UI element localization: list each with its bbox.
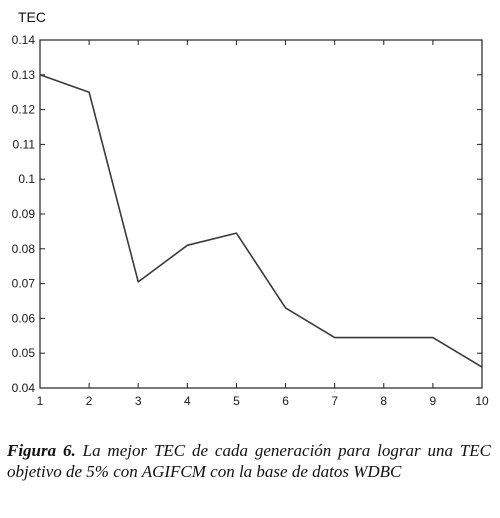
- x-tick-label: 6: [282, 394, 289, 408]
- y-tick-label: 0.05: [12, 346, 36, 360]
- y-tick-label: 0.07: [12, 277, 36, 291]
- x-tick-label: 3: [135, 394, 142, 408]
- y-tick-label: 0.12: [12, 103, 36, 117]
- caption-text: La mejor TEC de cada generación para log…: [7, 441, 491, 481]
- y-tick-label: 0.1: [18, 172, 35, 186]
- x-tick-label: 5: [233, 394, 240, 408]
- x-tick-label: 9: [430, 394, 437, 408]
- y-tick-label: 0.06: [12, 311, 36, 325]
- y-tick-label: 0.09: [12, 207, 36, 221]
- y-tick-label: 0.04: [12, 381, 36, 395]
- x-tick-label: 4: [184, 394, 191, 408]
- x-tick-label: 10: [475, 394, 489, 408]
- figure-caption: Figura 6. La mejor TEC de cada generació…: [7, 440, 491, 482]
- caption-label: Figura 6.: [7, 441, 76, 460]
- x-tick-label: 7: [331, 394, 338, 408]
- tec-line-chart: 0.04 0.05 0.06 0.07 0.08 0.09 0.1 0.11 0.12 0.13 0…: [12, 9, 489, 408]
- y-tick-label: 0.14: [12, 33, 36, 47]
- plot-frame: [39, 39, 483, 389]
- x-tick-label: 2: [86, 394, 93, 408]
- y-tick-label: 0.13: [12, 68, 36, 82]
- y-axis-title: TEC: [18, 9, 46, 25]
- x-tick-label: 1: [37, 394, 44, 408]
- y-tick-label: 0.08: [12, 242, 36, 256]
- x-tick-label: 8: [380, 394, 387, 408]
- y-tick-label: 0.11: [13, 137, 36, 151]
- series-line: [39, 74, 483, 368]
